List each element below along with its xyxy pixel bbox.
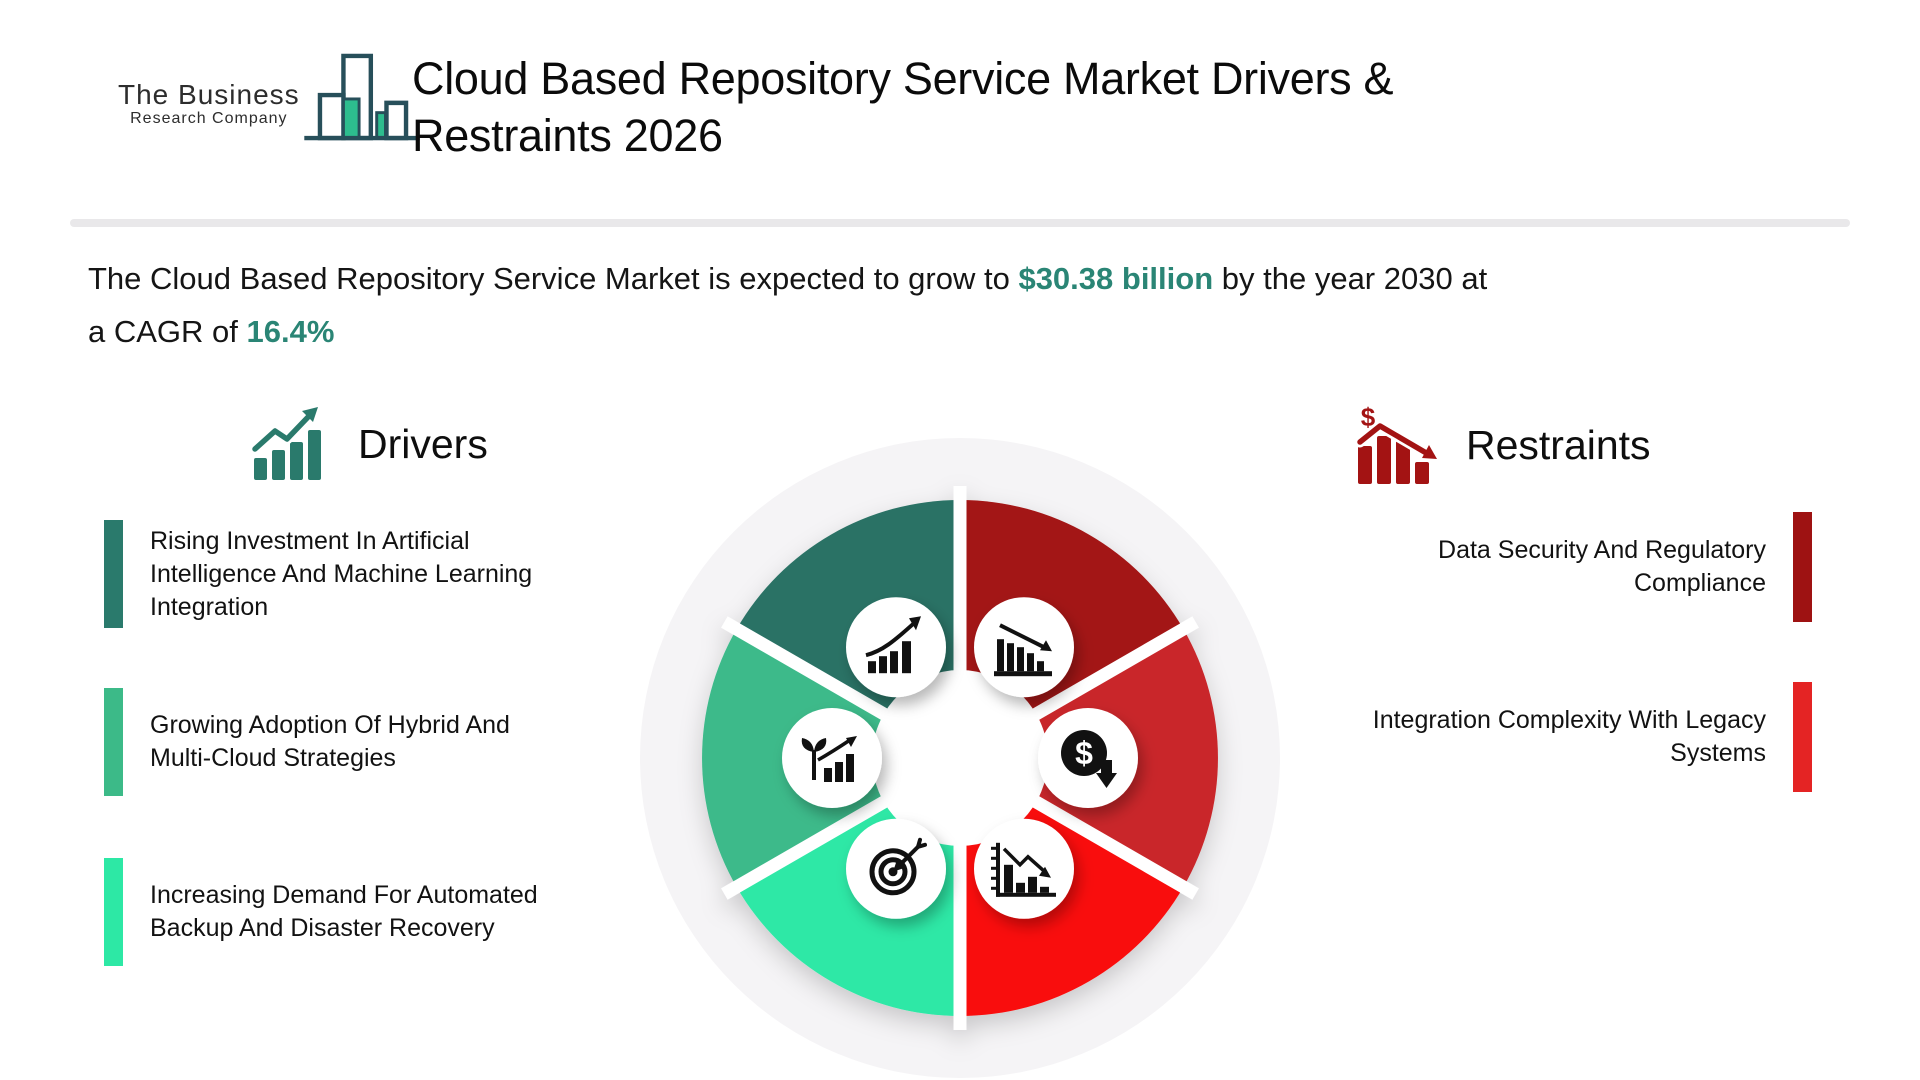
driver-text: Growing Adoption Of Hybrid And Multi-Clo… xyxy=(150,711,510,772)
declining-chart-icon xyxy=(974,818,1074,919)
restraint-item: Integration Complexity With Legacy Syste… xyxy=(1326,682,1812,792)
cagr-value: 16.4% xyxy=(246,314,335,349)
growth-bars-arrow-icon xyxy=(252,407,321,480)
dollar-decrease-icon: $ xyxy=(1038,708,1138,808)
declining-bars-icon xyxy=(974,597,1074,698)
brand-bars-icon xyxy=(303,53,420,141)
brand-name: The Business Research Company xyxy=(118,80,300,128)
target-icon xyxy=(846,818,946,919)
intro-line2-pre: a CAGR of xyxy=(88,314,247,349)
driver-item: Growing Adoption Of Hybrid And Multi-Clo… xyxy=(104,688,550,796)
brand-name-line1: The Business xyxy=(118,79,300,110)
sprout-growth-icon xyxy=(782,708,882,808)
wheel-center-circle xyxy=(872,670,1048,846)
market-value: $30.38 billion xyxy=(1018,261,1214,296)
intro-text: The Cloud Based Repository Service Marke… xyxy=(88,252,1487,358)
driver-bar xyxy=(104,858,123,966)
growth-trend-icon xyxy=(846,597,946,698)
drivers-header: Drivers xyxy=(252,406,488,482)
driver-item: Increasing Demand For Automated Backup A… xyxy=(104,858,550,966)
restraints-header: $ Restraints xyxy=(1356,406,1651,484)
restraint-bar xyxy=(1793,512,1812,622)
driver-text: Rising Investment In Artificial Intellig… xyxy=(150,526,533,621)
brand-name-line2: Research Company xyxy=(130,110,288,127)
driver-bar xyxy=(104,520,123,628)
svg-text:$: $ xyxy=(1075,735,1093,771)
declining-bars-dollar-icon: $ xyxy=(1356,406,1437,484)
drivers-restraints-wheel: $ xyxy=(640,438,1280,1078)
divider xyxy=(70,219,1850,227)
restraint-text: Data Security And Regulatory Compliance xyxy=(1438,536,1766,597)
intro-line1-post: by the year 2030 at xyxy=(1213,261,1488,296)
restraint-bar xyxy=(1793,682,1812,792)
restraint-item: Data Security And Regulatory Compliance xyxy=(1326,512,1812,622)
driver-bar xyxy=(104,688,123,796)
drivers-title: Drivers xyxy=(358,420,488,467)
driver-text: Increasing Demand For Automated Backup A… xyxy=(150,881,538,942)
page-title: Cloud Based Repository Service Market Dr… xyxy=(412,53,1394,161)
brand-logo: The Business Research Company xyxy=(118,52,422,142)
restraint-text: Integration Complexity With Legacy Syste… xyxy=(1372,706,1766,767)
driver-item: Rising Investment In Artificial Intellig… xyxy=(104,520,550,628)
intro-line1-pre: The Cloud Based Repository Service Marke… xyxy=(88,261,1019,296)
restraints-title: Restraints xyxy=(1466,421,1651,468)
